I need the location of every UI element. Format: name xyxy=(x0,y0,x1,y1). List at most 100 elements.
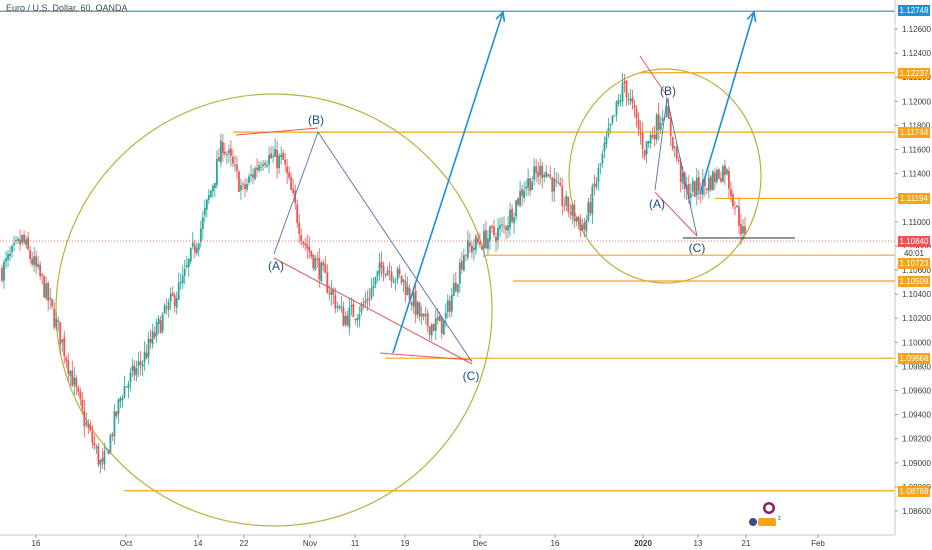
candle xyxy=(47,281,50,312)
candle-body xyxy=(414,290,417,316)
wedge-top-right xyxy=(639,55,668,97)
candle-body xyxy=(282,152,285,160)
arrow-shaft xyxy=(699,11,755,195)
candle-body xyxy=(167,301,170,311)
candle-body xyxy=(244,184,246,189)
candle-body xyxy=(240,185,242,191)
price-label-level: 1.11194 xyxy=(898,193,930,204)
candle xyxy=(238,169,240,193)
candle-body xyxy=(151,331,154,344)
candle xyxy=(75,375,78,396)
candle-body xyxy=(310,250,313,257)
candle xyxy=(420,306,423,326)
candle-body xyxy=(468,242,471,247)
candle-body xyxy=(378,263,381,274)
candle-body xyxy=(438,315,441,322)
candle xyxy=(211,183,214,199)
candle-body xyxy=(489,226,491,241)
candle xyxy=(605,130,608,149)
candle xyxy=(398,264,401,278)
candle xyxy=(362,297,365,310)
candle-body xyxy=(499,225,501,229)
candle-body xyxy=(671,136,674,150)
candle-body xyxy=(577,216,580,221)
price-tick-label: 1.08600 xyxy=(902,507,931,516)
candle-body xyxy=(153,332,156,338)
cycle-circle-small xyxy=(568,68,762,284)
candle-body xyxy=(113,411,116,437)
candle xyxy=(276,140,279,179)
candle xyxy=(667,97,670,119)
candle xyxy=(205,198,208,218)
candle xyxy=(503,216,505,234)
candle-body xyxy=(69,371,72,376)
candle-body xyxy=(613,115,616,117)
candle-body xyxy=(129,372,132,383)
candle xyxy=(513,212,515,234)
candle-body xyxy=(103,451,106,465)
candle xyxy=(151,323,154,349)
candle-body xyxy=(352,304,355,318)
candle xyxy=(228,144,230,163)
candle-body xyxy=(483,230,485,249)
candle-body xyxy=(400,275,403,283)
price-label-level: 1.11744 xyxy=(898,127,930,138)
candle-body xyxy=(177,282,180,300)
candle-body xyxy=(11,245,13,253)
candle xyxy=(316,252,319,268)
candle xyxy=(428,326,431,341)
candle-body xyxy=(687,184,690,200)
candle xyxy=(49,288,52,310)
candle-body xyxy=(623,81,626,84)
candle xyxy=(201,210,204,240)
candle xyxy=(99,459,102,474)
candle-body xyxy=(479,242,481,245)
target-arrow-left xyxy=(392,10,506,354)
candle xyxy=(581,218,584,231)
candle-body xyxy=(238,171,240,192)
candle-body xyxy=(179,281,182,283)
candle xyxy=(653,126,656,147)
candle-body xyxy=(442,320,445,335)
candle xyxy=(199,220,202,248)
candle-body xyxy=(326,272,329,293)
candle-body xyxy=(342,306,345,327)
candle xyxy=(191,231,194,250)
candle xyxy=(370,278,373,301)
candle-body xyxy=(477,238,479,243)
candle-body xyxy=(264,162,266,165)
candle-body xyxy=(39,264,42,276)
candle-body xyxy=(199,228,202,243)
candle-body xyxy=(653,134,656,140)
candle xyxy=(422,313,425,321)
candle xyxy=(533,158,536,186)
candle xyxy=(232,149,234,167)
candle xyxy=(11,244,13,258)
candle-body xyxy=(669,117,672,137)
candle xyxy=(376,270,379,283)
tradingview-emblem-icon[interactable]: 2 xyxy=(748,500,790,530)
candle-body xyxy=(242,183,244,185)
candle xyxy=(707,170,710,199)
candle-body xyxy=(515,200,517,217)
candle xyxy=(219,133,222,168)
candle-body xyxy=(348,307,351,328)
price-tick-label: 1.10600 xyxy=(902,266,931,275)
candle xyxy=(599,162,602,175)
candle xyxy=(695,168,698,206)
candle-body xyxy=(581,224,584,231)
candle-body xyxy=(711,171,714,191)
candle-body xyxy=(637,119,640,130)
candle xyxy=(607,117,610,139)
candle xyxy=(298,214,301,244)
candle-body xyxy=(398,269,401,275)
candle xyxy=(466,230,469,261)
candle-body xyxy=(332,288,335,295)
candle-body xyxy=(296,204,299,223)
candle-body xyxy=(627,98,630,100)
candle xyxy=(29,246,32,264)
candle xyxy=(159,315,162,334)
candle-body xyxy=(97,446,100,465)
candle-body xyxy=(193,244,196,253)
